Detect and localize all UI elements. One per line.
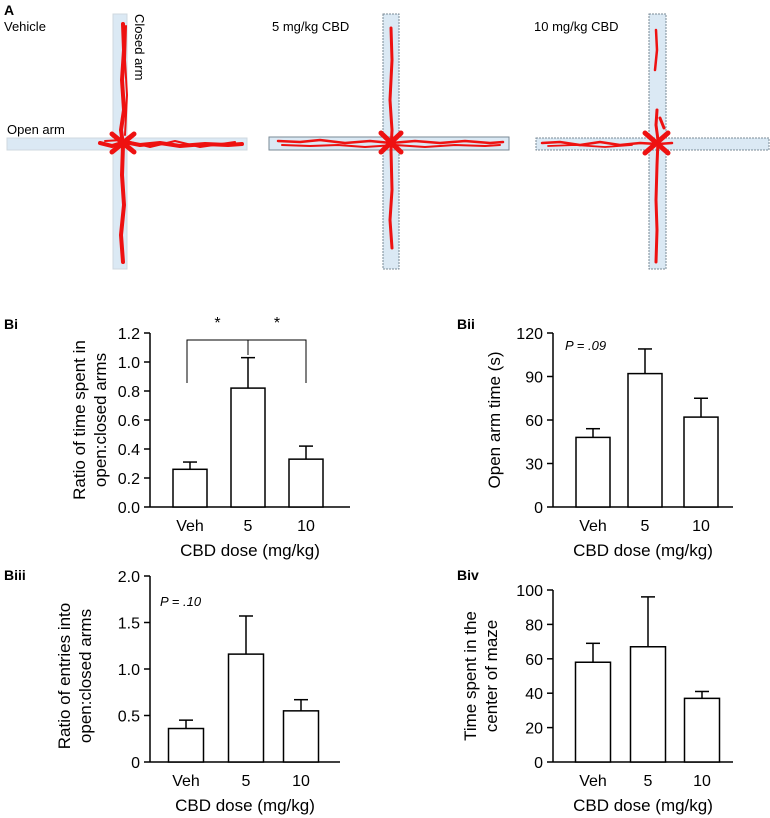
- y-tick-label: 0: [534, 500, 543, 517]
- x-tick-label: 10: [292, 773, 310, 790]
- x-tick-label: Veh: [579, 773, 607, 790]
- x-tick-label: Veh: [579, 518, 607, 535]
- movement-trace: [540, 28, 674, 264]
- x-tick-label: Veh: [172, 773, 200, 790]
- panel-label: Biv: [457, 567, 479, 583]
- chart-biv: Biv 0 20 40 60 80 100 Veh 5 10 Time spent in th…: [457, 567, 733, 815]
- y-axis-label-line-1: Ratio of entries into: [55, 603, 74, 749]
- y-tick-label: 20: [525, 721, 543, 738]
- significance-bracket: [247, 339, 307, 383]
- y-tick-label: 0.2: [118, 471, 140, 488]
- x-tick-label: 5: [644, 773, 653, 790]
- bar-10: [683, 697, 721, 763]
- bar-5: [627, 372, 663, 508]
- y-axis-label-line-1: Open arm time (s): [485, 352, 504, 489]
- panel-label: Bi: [4, 316, 18, 332]
- x-tick-label: 10: [693, 773, 711, 790]
- bar-5: [230, 387, 266, 508]
- y-tick-label: 0.5: [118, 709, 140, 726]
- y-tick-label: 40: [525, 686, 543, 703]
- maze-title-cbd-5: 5 mg/kg CBD: [272, 19, 349, 34]
- y-axis-label-line-1: Ratio of time spent in: [70, 340, 89, 500]
- x-tick-label: 10: [692, 518, 710, 535]
- bar-veh: [172, 468, 208, 508]
- y-tick-label: 100: [516, 583, 543, 600]
- y-tick-label: 120: [516, 326, 543, 343]
- y-tick-label: 0.0: [118, 500, 140, 517]
- maze-title-cbd-10: 10 mg/kg CBD: [534, 19, 619, 34]
- bar-10: [683, 416, 719, 508]
- y-axis-label-line-2: open:closed arms: [76, 609, 95, 743]
- x-tick-label: 5: [242, 773, 251, 790]
- x-axis-label: CBD dose (mg/kg): [573, 796, 713, 815]
- x-axis-label: CBD dose (mg/kg): [180, 541, 320, 560]
- y-tick-label: 60: [525, 413, 543, 430]
- bar-veh: [574, 661, 612, 763]
- closed-arm-label: Closed arm: [132, 14, 147, 80]
- maze-title-vehicle: Vehicle: [4, 19, 46, 34]
- x-axis-label: CBD dose (mg/kg): [573, 541, 713, 560]
- y-tick-label: 80: [525, 617, 543, 634]
- movement-trace: [98, 22, 244, 264]
- y-tick-label: 1.0: [118, 355, 140, 372]
- bar-veh: [575, 436, 611, 508]
- y-tick-label: 60: [525, 652, 543, 669]
- p-value-annotation: P = .09: [565, 338, 606, 353]
- y-tick-label: 0: [131, 755, 140, 772]
- significance-bracket: [186, 339, 249, 383]
- significance-star: *: [214, 315, 220, 332]
- panel-a-label: A: [4, 2, 14, 18]
- bar-5: [227, 653, 265, 763]
- panel-label: Biii: [4, 567, 26, 583]
- y-tick-label: 0.6: [118, 413, 140, 430]
- bar-veh: [167, 727, 205, 763]
- maze-cbd-5: 5 mg/kg CBD: [268, 13, 510, 270]
- y-tick-label: 0.4: [118, 442, 140, 459]
- y-tick-label: 1.5: [118, 616, 140, 633]
- significance-star: *: [274, 315, 280, 332]
- bar-10: [288, 458, 324, 508]
- y-axis-label-line-2: open:closed arms: [91, 353, 110, 487]
- movement-trace: [276, 26, 505, 250]
- chart-biii: Biii 0 0.5 1.0 1.5 2.0 Veh 5 10 P = .10 Ratio …: [4, 567, 340, 815]
- y-axis-label-line-2: center of maze: [482, 620, 501, 732]
- y-tick-label: 2.0: [118, 569, 140, 586]
- y-tick-label: 0.8: [118, 384, 140, 401]
- x-tick-label: 5: [244, 518, 253, 535]
- maze-vehicle: Vehicle Closed arm Open arm: [4, 13, 248, 270]
- y-tick-label: 30: [525, 457, 543, 474]
- maze-cbd-10: 10 mg/kg CBD: [534, 13, 770, 270]
- bar-5: [629, 646, 667, 763]
- y-tick-label: 0: [534, 755, 543, 772]
- y-tick-label: 1.0: [118, 662, 140, 679]
- y-tick-label: 1.2: [118, 326, 140, 343]
- y-tick-label: 90: [525, 370, 543, 387]
- chart-bi: Bi 0.0 0.2 0.4 0.6 0.8 1.0 1.2 Veh 5 10 * * Ratio…: [4, 315, 350, 560]
- open-arm-label: Open arm: [7, 122, 65, 137]
- chart-bii: Bii 0 30 60 90 120 Veh 5 10 P = .09 Open arm t…: [457, 316, 733, 560]
- x-tick-label: 10: [297, 518, 315, 535]
- x-tick-label: 5: [641, 518, 650, 535]
- y-axis-label-line-1: Time spent in the: [461, 611, 480, 741]
- x-axis-label: CBD dose (mg/kg): [175, 796, 315, 815]
- x-tick-label: Veh: [176, 518, 204, 535]
- panel-label: Bii: [457, 316, 475, 332]
- p-value-annotation: P = .10: [160, 594, 202, 609]
- bar-10: [282, 710, 320, 763]
